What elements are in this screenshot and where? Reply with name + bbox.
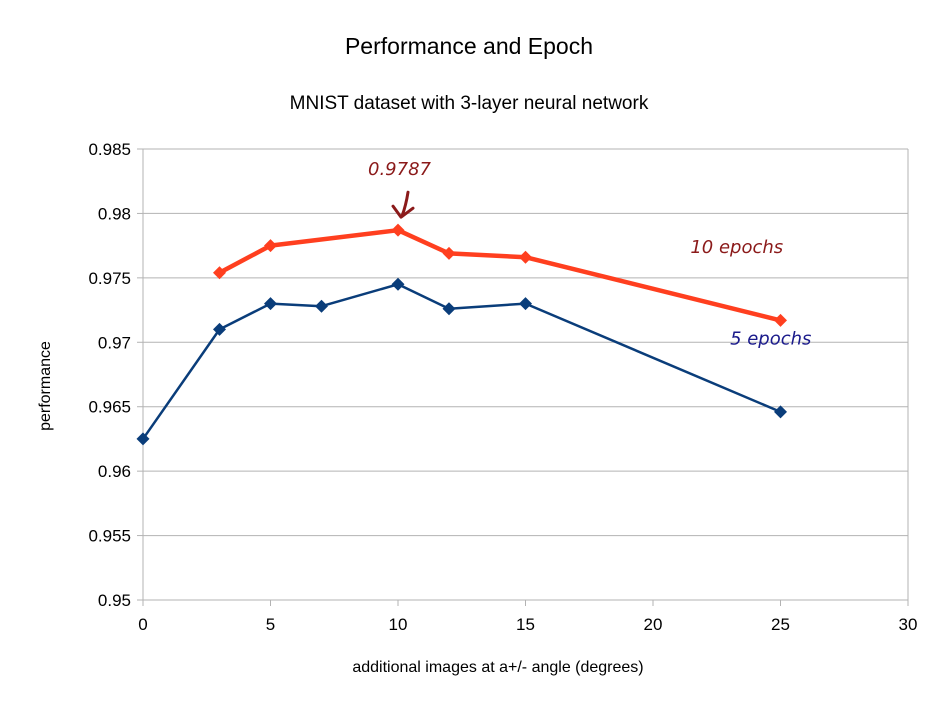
x-tick-label: 5 — [266, 615, 275, 634]
data-point — [774, 405, 787, 419]
y-tick-label: 0.975 — [88, 269, 131, 288]
chart-subtitle: MNIST dataset with 3-layer neural networ… — [290, 93, 649, 114]
x-tick-label: 25 — [771, 615, 790, 634]
data-point — [315, 299, 328, 313]
series-group — [136, 277, 787, 446]
data-point — [264, 297, 277, 311]
chart-title: Performance and Epoch — [345, 33, 593, 59]
x-axis-label: additional images at a+/- angle (degrees… — [352, 659, 643, 676]
series-group — [213, 223, 787, 327]
data-point — [442, 302, 456, 316]
y-tick-label: 0.955 — [88, 527, 131, 546]
y-tick-label: 0.985 — [88, 140, 131, 159]
y-tick-label: 0.97 — [98, 333, 131, 352]
x-tick-label: 10 — [389, 615, 408, 634]
data-point — [391, 277, 405, 291]
data-point — [391, 223, 405, 237]
y-axis-label: performance — [37, 341, 54, 431]
series-line — [218, 227, 782, 323]
data-point — [774, 313, 787, 327]
data-point — [519, 297, 532, 311]
series — [136, 223, 787, 446]
data-point — [442, 246, 456, 260]
series-label-10-epochs: 10 epochs — [690, 237, 783, 258]
peak-value-annotation: 0.9787 — [368, 159, 432, 180]
y-tick-label: 0.965 — [88, 398, 131, 417]
data-point — [264, 239, 277, 253]
x-tick-label: 20 — [644, 615, 663, 634]
data-point — [519, 250, 532, 264]
y-tick-labels: 0.95 0.955 0.96 0.965 0.97 0.975 0.98 0.985 — [88, 140, 131, 610]
annotations: 0.9787 10 epochs 5 epochs — [368, 159, 811, 349]
series-line — [141, 283, 781, 440]
y-tick-label: 0.98 — [98, 204, 131, 223]
y-tick-label: 0.96 — [98, 462, 131, 481]
data-point — [213, 266, 226, 280]
y-tick-label: 0.95 — [98, 591, 131, 610]
x-tick-label: 15 — [516, 615, 535, 634]
x-tick-labels: 0 5 10 15 20 25 30 — [138, 615, 917, 634]
x-tick-label: 0 — [138, 615, 147, 634]
grid — [137, 148, 909, 606]
peak-arrowhead-icon — [391, 204, 415, 219]
data-point — [213, 322, 226, 336]
series-label-5-epochs: 5 epochs — [730, 328, 811, 349]
x-tick-label: 30 — [899, 615, 918, 634]
data-point — [136, 432, 150, 446]
